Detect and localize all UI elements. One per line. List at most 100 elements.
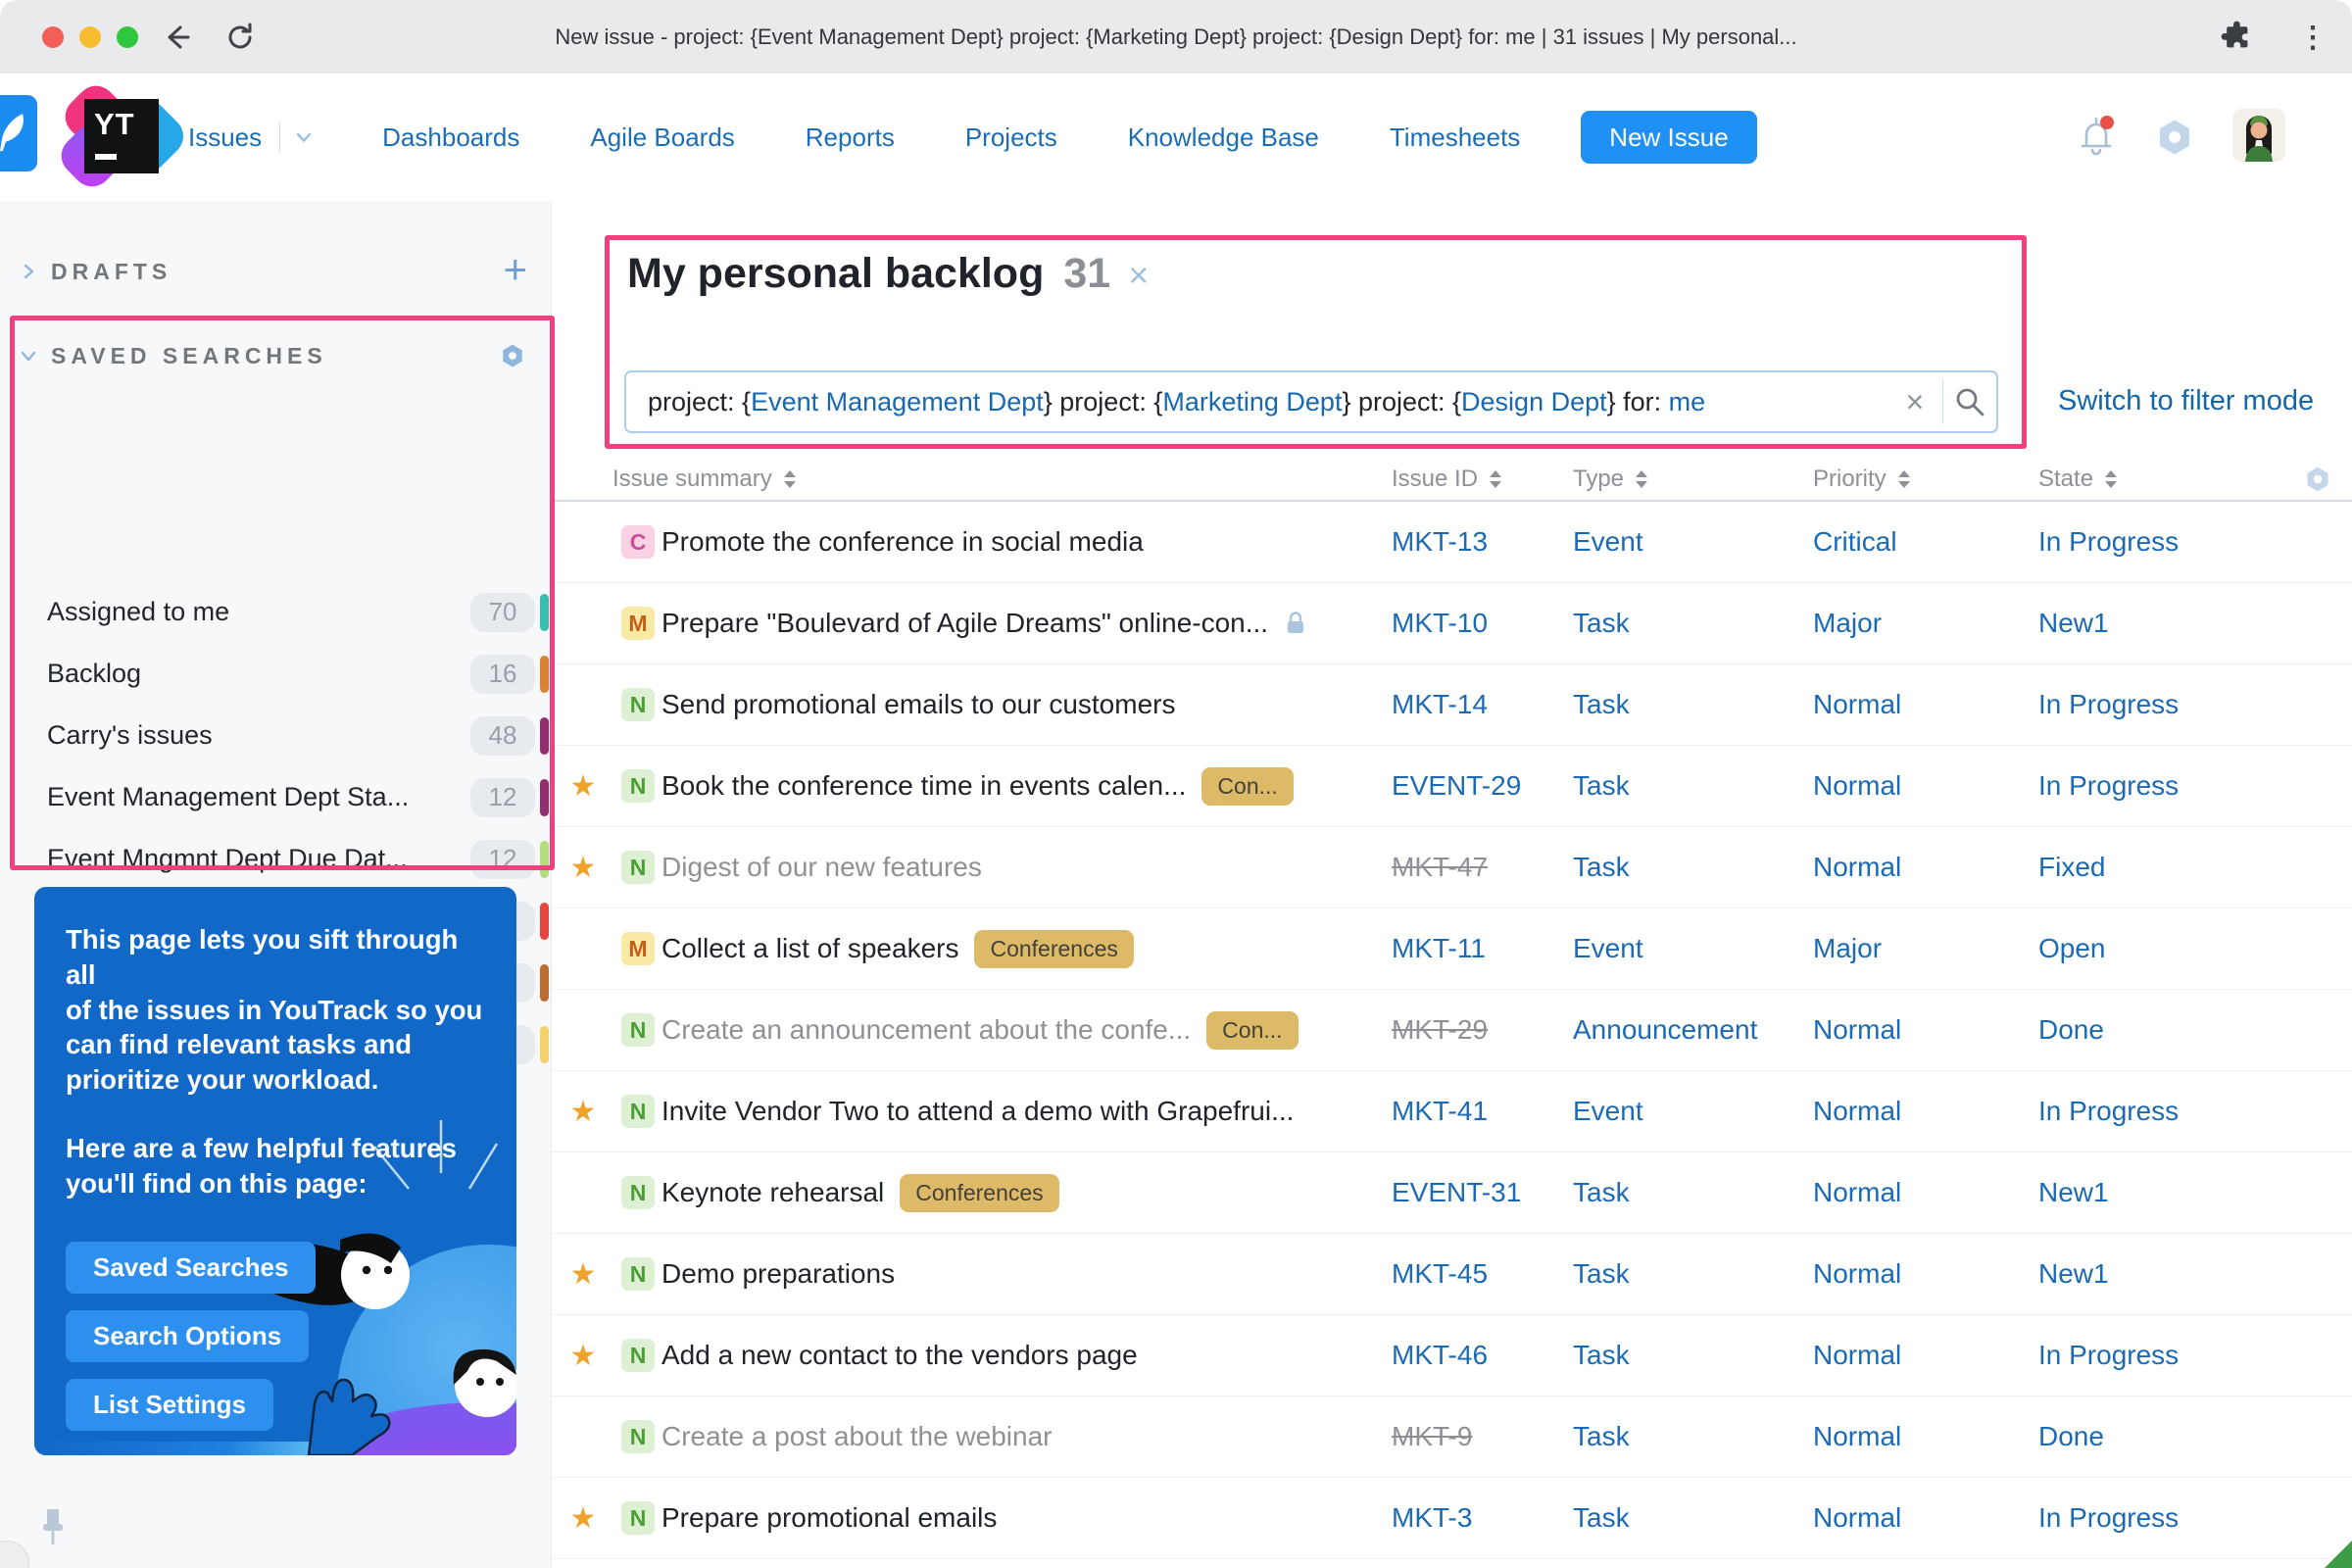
column-header-priority[interactable]: Priority — [1813, 466, 2038, 493]
issue-priority-link[interactable]: Normal — [1813, 852, 1902, 882]
issue-state-link[interactable]: Done — [2038, 1421, 2104, 1451]
sort-icon[interactable] — [783, 470, 796, 488]
table-row[interactable]: M Prepare "Boulevard of Agile Dreams" on… — [552, 583, 2352, 664]
issue-type-link[interactable]: Event — [1573, 933, 1643, 963]
issue-id-link[interactable]: MKT-45 — [1392, 1258, 1489, 1289]
table-row[interactable]: ★ N Add a new contact to the vendors pag… — [552, 1315, 2352, 1396]
issue-id-link[interactable]: MKT-13 — [1392, 526, 1489, 557]
maximize-window-button[interactable] — [117, 26, 138, 48]
summary-cell[interactable]: Create an announcement about the confe..… — [662, 1010, 1392, 1050]
issue-summary[interactable]: Create a post about the webinar — [662, 1421, 1053, 1451]
issue-id-link[interactable]: MKT-29 — [1392, 1014, 1489, 1045]
query-value-link[interactable]: Marketing Dept — [1162, 386, 1343, 416]
column-header-type[interactable]: Type — [1573, 466, 1813, 493]
issue-summary[interactable]: Keynote rehearsal — [662, 1177, 885, 1207]
column-header-id[interactable]: Issue ID — [1392, 466, 1573, 493]
issue-type-link[interactable]: Task — [1573, 770, 1630, 801]
extensions-puzzle-icon[interactable] — [2217, 18, 2256, 57]
issue-type-link[interactable]: Task — [1573, 608, 1630, 638]
saved-searches-section-header[interactable]: SAVED SEARCHES — [0, 334, 551, 377]
saved-search-item[interactable]: Event Mngmnt Dept Due Dat... 12 — [0, 828, 551, 890]
browser-refresh-button[interactable] — [220, 18, 260, 57]
star-icon[interactable]: ★ — [569, 1257, 597, 1291]
issue-state-link[interactable]: New1 — [2038, 1258, 2109, 1289]
column-header-summary[interactable]: Issue summary — [552, 466, 1392, 493]
close-icon[interactable]: × — [1128, 255, 1150, 295]
sort-icon[interactable] — [1636, 470, 1648, 488]
switch-filter-mode-link[interactable]: Switch to filter mode — [2058, 385, 2315, 416]
issue-summary[interactable]: Create an announcement about the confe..… — [662, 1014, 1192, 1045]
issue-priority-link[interactable]: Normal — [1813, 1340, 1902, 1370]
issue-id-link[interactable]: MKT-11 — [1392, 933, 1486, 963]
summary-cell[interactable]: Send promotional emails to our customers — [662, 689, 1392, 720]
saved-search-item[interactable]: Event Management Dept Sta... 12 — [0, 766, 551, 828]
issue-summary[interactable]: Add a new contact to the vendors page — [662, 1340, 1138, 1370]
issue-id-link[interactable]: EVENT-31 — [1392, 1177, 1522, 1207]
star-icon[interactable]: ★ — [569, 851, 597, 884]
table-row[interactable]: N Keynote rehearsal Conferences EVENT-31… — [552, 1152, 2352, 1234]
issue-tag[interactable]: Con... — [1206, 1010, 1298, 1050]
issue-type-link[interactable]: Task — [1573, 689, 1630, 719]
nav-item[interactable]: Timesheets — [1390, 122, 1520, 153]
saved-search-item[interactable]: Assigned to me 70 — [0, 581, 551, 643]
issue-priority-link[interactable]: Major — [1813, 608, 1883, 638]
issue-summary[interactable]: Prepare promotional emails — [662, 1502, 998, 1533]
summary-cell[interactable]: Promote the conference in social media — [662, 526, 1392, 558]
query-value-link[interactable]: Design Dept — [1461, 386, 1607, 416]
new-issue-button[interactable]: New Issue — [1581, 111, 1757, 164]
sort-icon[interactable] — [1897, 470, 1910, 488]
query-text[interactable]: project: {Event Management Dept} project… — [626, 387, 1887, 417]
summary-cell[interactable]: Create a post about the webinar — [662, 1421, 1392, 1452]
issue-priority-link[interactable]: Normal — [1813, 1258, 1902, 1289]
issue-state-link[interactable]: Done — [2038, 1014, 2104, 1045]
sort-icon[interactable] — [2105, 470, 2118, 488]
table-row[interactable]: N Create an announcement about the confe… — [552, 990, 2352, 1071]
table-row[interactable]: N Send promotional emails to our custome… — [552, 664, 2352, 746]
chevron-down-icon[interactable] — [20, 347, 41, 365]
issue-type-link[interactable]: Task — [1573, 1258, 1630, 1289]
star-icon[interactable]: ★ — [569, 1501, 597, 1535]
browser-menu-kebab[interactable]: ⋮ — [2298, 21, 2328, 54]
issue-type-link[interactable]: Task — [1573, 1502, 1630, 1533]
issue-summary[interactable]: Demo preparations — [662, 1258, 896, 1289]
summary-cell[interactable]: Collect a list of speakers Conferences — [662, 929, 1392, 968]
summary-cell[interactable]: Demo preparations — [662, 1258, 1392, 1290]
feather-app-icon[interactable] — [0, 95, 37, 172]
issue-tag[interactable]: Conferences — [974, 929, 1134, 968]
issue-id-link[interactable]: MKT-14 — [1392, 689, 1489, 719]
pin-sidebar-button[interactable] — [35, 1505, 71, 1553]
table-row[interactable]: ★ N Digest of our new features MKT-47 Ta… — [552, 827, 2352, 908]
issue-id-link[interactable]: EVENT-29 — [1392, 770, 1522, 801]
star-icon[interactable]: ★ — [569, 1339, 597, 1372]
table-row[interactable]: ★ N Prepare promotional emails MKT-3 Tas… — [552, 1478, 2352, 1559]
chevron-right-icon[interactable] — [20, 263, 41, 280]
list-settings-gear-button[interactable] — [2283, 466, 2352, 493]
issue-priority-link[interactable]: Major — [1813, 933, 1883, 963]
nav-item[interactable]: Projects — [965, 122, 1057, 153]
table-row[interactable]: ★ N Demo preparations MKT-45 Task Normal… — [552, 1234, 2352, 1315]
star-icon[interactable]: ★ — [569, 1095, 597, 1128]
issue-type-link[interactable]: Event — [1573, 1096, 1643, 1126]
drafts-section-header[interactable]: DRAFTS + — [0, 246, 551, 293]
issue-type-link[interactable]: Task — [1573, 852, 1630, 882]
issue-state-link[interactable]: In Progress — [2038, 770, 2180, 801]
issue-state-link[interactable]: New1 — [2038, 608, 2109, 638]
issue-priority-link[interactable]: Normal — [1813, 1177, 1902, 1207]
notifications-bell-button[interactable] — [2070, 111, 2123, 164]
youtrack-logo[interactable]: YT — [53, 77, 192, 195]
nav-item[interactable]: Dashboards — [382, 122, 519, 153]
close-window-button[interactable] — [42, 26, 64, 48]
issue-summary[interactable]: Collect a list of speakers — [662, 933, 959, 963]
settings-gear-button[interactable] — [2148, 111, 2201, 164]
browser-back-button[interactable] — [157, 18, 196, 57]
issue-summary[interactable]: Send promotional emails to our customers — [662, 689, 1176, 719]
issue-state-link[interactable]: New1 — [2038, 1177, 2109, 1207]
issue-id-link[interactable]: MKT-3 — [1392, 1502, 1473, 1533]
table-row[interactable]: C Promote the conference in social media… — [552, 502, 2352, 583]
star-icon[interactable]: ★ — [569, 769, 597, 803]
issue-priority-link[interactable]: Normal — [1813, 689, 1902, 719]
issue-tag[interactable]: Con... — [1201, 766, 1294, 806]
issue-state-link[interactable]: In Progress — [2038, 1096, 2180, 1126]
issue-state-link[interactable]: Open — [2038, 933, 2106, 963]
issue-summary[interactable]: Digest of our new features — [662, 852, 982, 882]
